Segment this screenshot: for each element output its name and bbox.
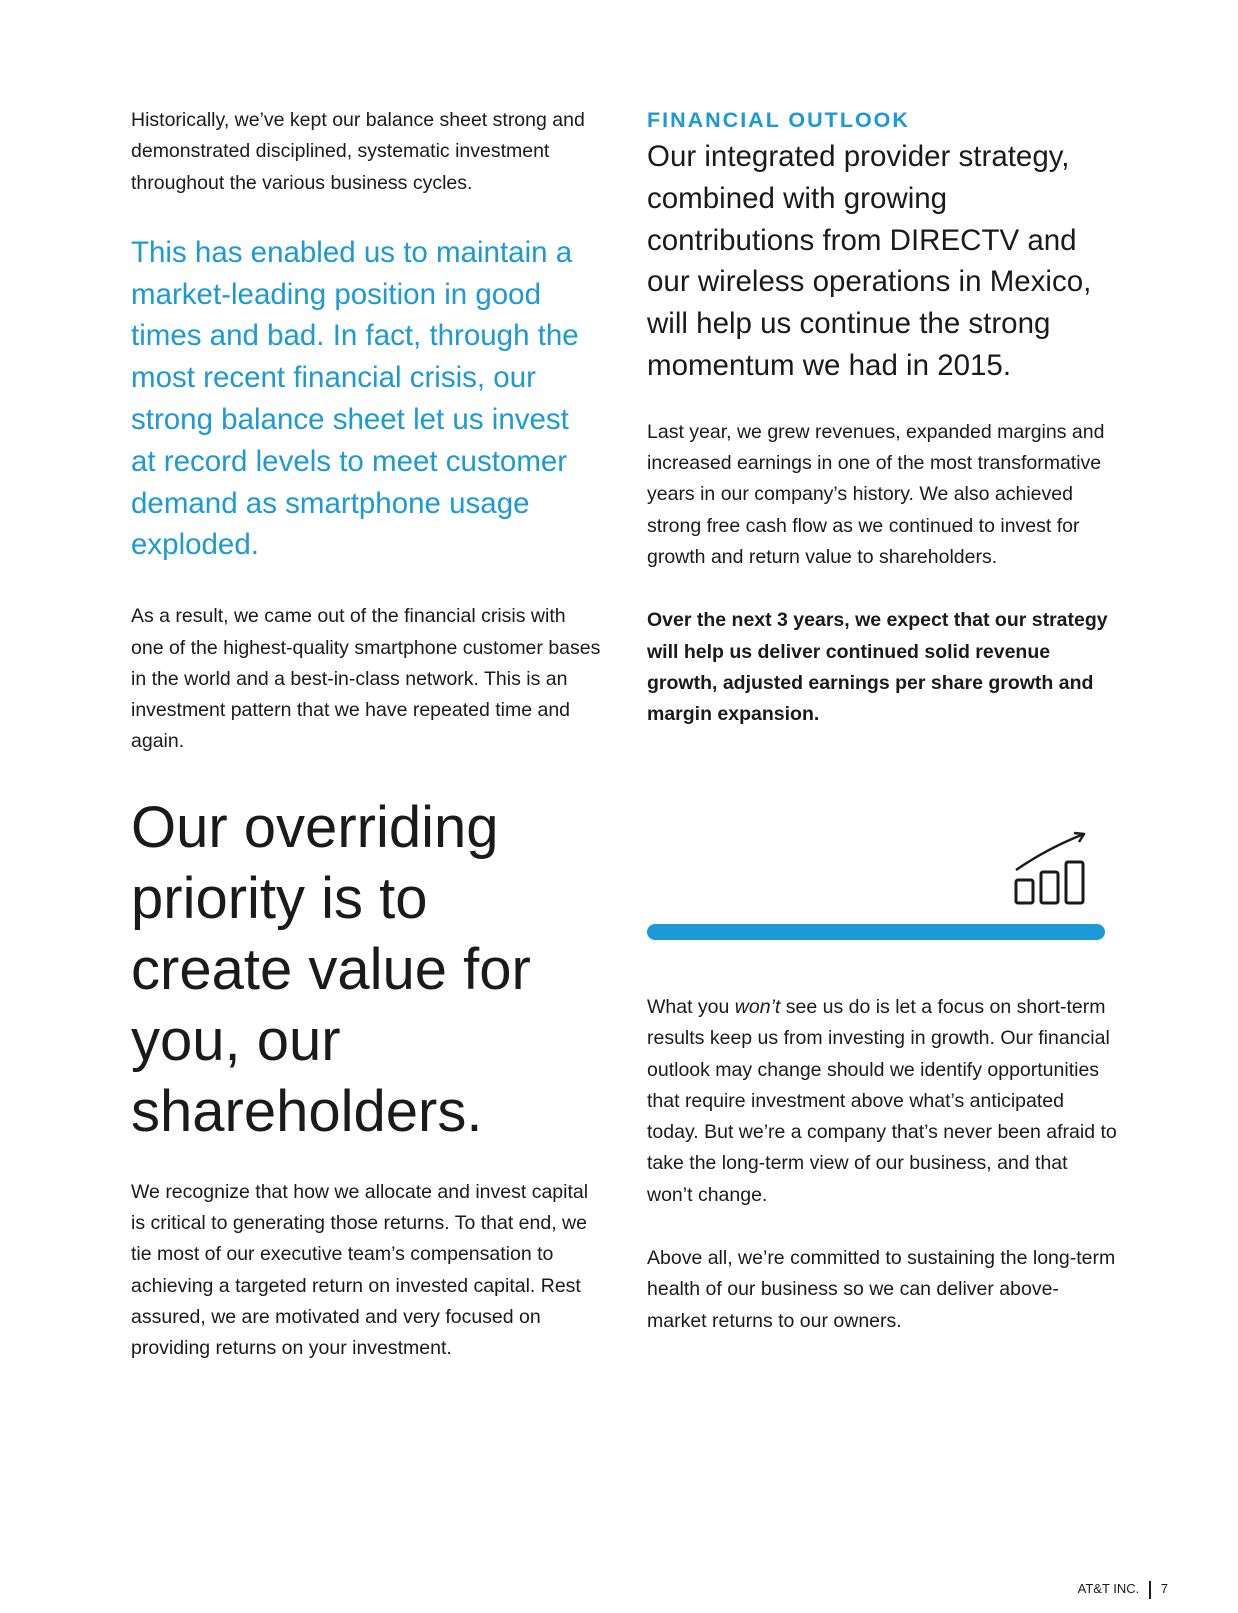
- page-number: 7: [1160, 1581, 1168, 1596]
- right-column: FINANCIAL OUTLOOK Our integrated provide…: [647, 105, 1117, 730]
- left-column: Historically, we’ve kept our balance she…: [131, 105, 601, 1365]
- intro-paragraph: Historically, we’ve kept our balance she…: [131, 109, 585, 194]
- paragraph-financial-crisis: As a result, we came out of the financia…: [131, 605, 601, 753]
- divider-bar: [647, 924, 1105, 940]
- right-column-lower: What you won’t see us do is let a focus …: [647, 992, 1117, 1337]
- page-footer: AT&T INC. 7: [1078, 1580, 1168, 1599]
- footer-company: AT&T INC.: [1077, 1581, 1140, 1596]
- outlook-highlight: Over the next 3 years, we expect that ou…: [647, 609, 1108, 726]
- footer-separator: [1149, 1580, 1151, 1599]
- section-eyebrow: FINANCIAL OUTLOOK: [647, 108, 910, 132]
- paragraph-prefix: What you: [647, 996, 735, 1018]
- financial-outlook-subhead: Our integrated provider strategy, combin…: [647, 140, 1092, 382]
- priority-quote: Our overriding priority is to create val…: [131, 794, 531, 1144]
- paragraph-rest: see us do is let a focus on short-term r…: [647, 996, 1117, 1206]
- paragraph-commitment: Above all, we’re committed to sustaining…: [647, 1247, 1116, 1332]
- growth-chart-icon: [1014, 831, 1086, 905]
- paragraph-long-term-view: What you won’t see us do is let a focus …: [647, 992, 1117, 1211]
- paragraph-last-year: Last year, we grew revenues, expanded ma…: [647, 420, 1105, 568]
- blue-pull-quote: This has enabled us to maintain a market…: [131, 235, 579, 562]
- paragraph-capital-allocation: We recognize that how we allocate and in…: [131, 1180, 589, 1360]
- paragraph-emphasis: won’t: [734, 996, 781, 1018]
